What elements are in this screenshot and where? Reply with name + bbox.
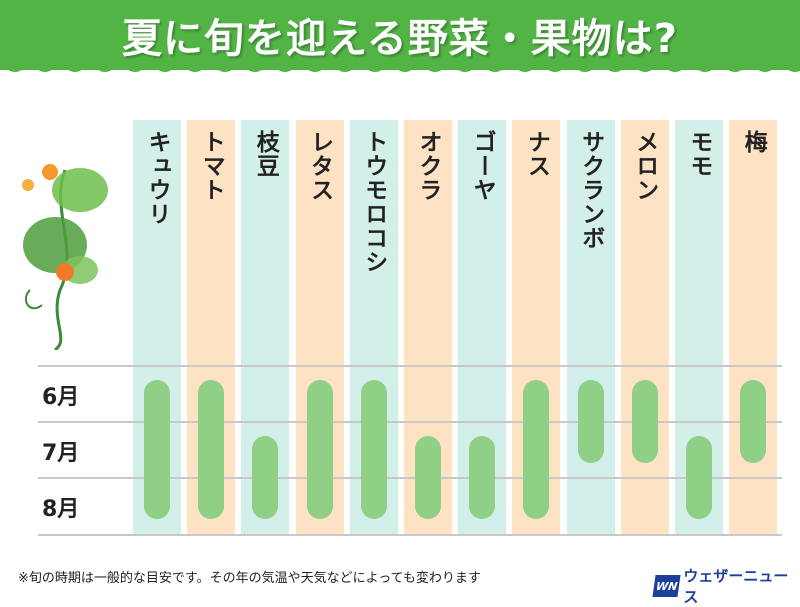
column-7: ゴーヤ xyxy=(458,120,507,534)
category-label: レタス xyxy=(306,130,333,202)
category-label: トウモロコシ xyxy=(360,130,387,274)
gridline xyxy=(38,365,782,367)
logo-text: ウェザーニュース xyxy=(683,567,789,606)
column-9: サクランボ xyxy=(566,120,615,534)
logo-mark-icon: WN xyxy=(652,575,681,597)
month-label: 8月 xyxy=(42,497,80,522)
column-12: 梅 xyxy=(729,120,778,534)
column-10: メロン xyxy=(620,120,669,534)
category-label: トマト xyxy=(198,130,225,202)
category-label: サクランボ xyxy=(577,130,604,250)
month-label: 7月 xyxy=(42,441,80,466)
month-label: 6月 xyxy=(42,385,80,410)
category-label: オクラ xyxy=(415,130,441,202)
footnote: ※旬の時期は一般的な目安です。その年の気温や天気などによっても変わります xyxy=(18,571,481,586)
season-bar-枝豆 xyxy=(252,436,279,519)
season-bar-ゴーヤ xyxy=(469,436,496,519)
category-label: 枝豆 xyxy=(252,130,279,178)
vine-illustration-icon xyxy=(22,164,108,350)
header-wave xyxy=(0,62,800,72)
season-bar-レタス xyxy=(306,380,333,519)
category-label: ナス xyxy=(523,130,550,178)
category-label: メロン xyxy=(631,130,658,202)
season-bar-トウモロコシ xyxy=(360,380,387,519)
season-bar-トマト xyxy=(198,380,225,519)
column-2: トマト xyxy=(187,120,236,534)
category-label: 梅 xyxy=(740,130,767,154)
gridline xyxy=(38,421,782,423)
season-bar-梅 xyxy=(740,380,767,463)
gridline xyxy=(38,534,782,536)
season-bar-オクラ xyxy=(415,436,441,519)
season-bar-サクランボ xyxy=(577,380,604,463)
gridline xyxy=(38,477,782,479)
season-bar-キュウリ xyxy=(144,380,170,519)
season-bar-モモ xyxy=(686,436,712,519)
category-label: モモ xyxy=(686,130,712,178)
season-bar-メロン xyxy=(631,380,658,463)
weathernews-logo: WN ウェザーニュース xyxy=(652,565,800,607)
page-title: 夏に旬を迎える野菜・果物は? xyxy=(121,16,678,62)
season-bar-ナス xyxy=(523,380,550,519)
category-label: キュウリ xyxy=(144,130,170,226)
header-banner xyxy=(0,0,800,70)
category-label: ゴーヤ xyxy=(469,130,496,202)
